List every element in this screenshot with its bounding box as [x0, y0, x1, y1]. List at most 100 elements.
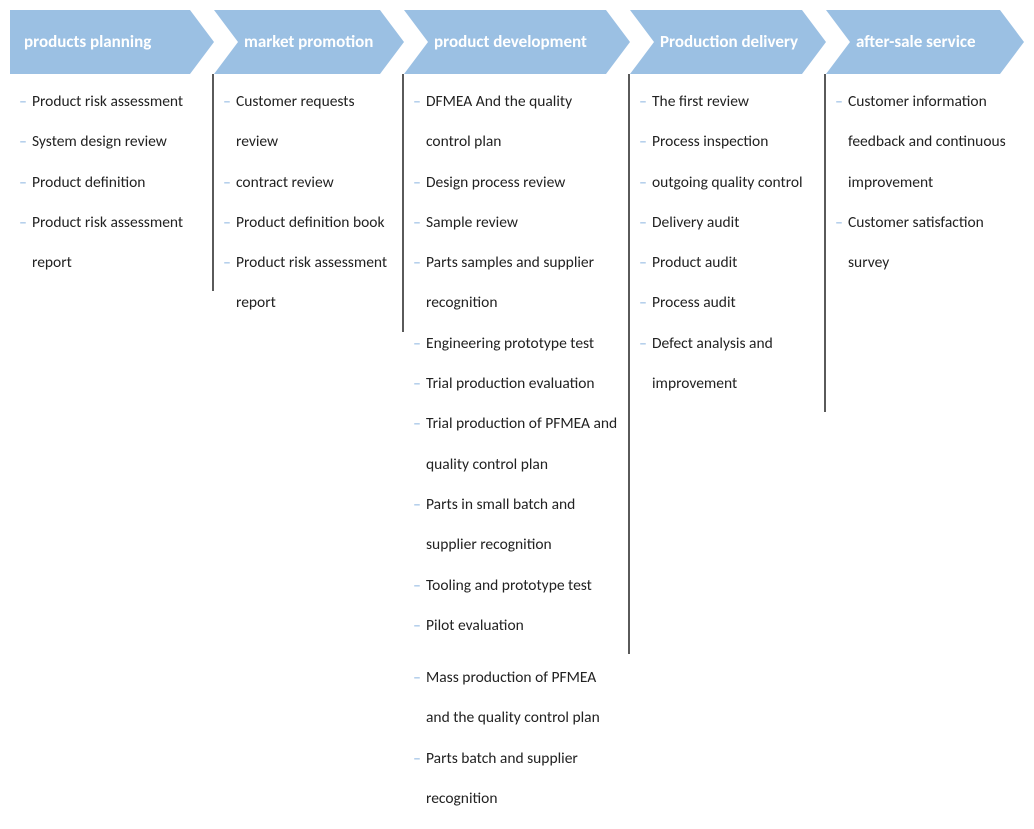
stage-header-market-promotion: market promotion	[214, 10, 404, 74]
stage-header-product-development: product development	[404, 10, 630, 74]
list-item: –Trial production of PFMEA and quality c…	[408, 404, 622, 485]
stage-items-after-sale-service: –Customer information feedback and conti…	[826, 74, 1024, 291]
list-item: –contract review	[218, 163, 396, 203]
item-text: Customer satisfaction survey	[848, 203, 1016, 284]
stage-items-products-planning: –Product risk assessment–System design r…	[10, 74, 214, 291]
bullet-dash-icon: –	[408, 566, 426, 606]
item-text: Product definition book	[236, 203, 394, 243]
list-item: –DFMEA And the quality control plan	[408, 82, 622, 163]
stage-header-production-delivery: Production delivery	[630, 10, 826, 74]
stage-title: products planning	[24, 32, 151, 52]
bullet-dash-icon: –	[408, 658, 426, 698]
stage-title: after-sale service	[856, 32, 976, 52]
list-item: –Customer requests review	[218, 82, 396, 163]
list-item: –Customer satisfaction survey	[830, 203, 1018, 284]
bullet-dash-icon: –	[14, 203, 32, 243]
bullet-dash-icon: –	[218, 82, 236, 122]
list-item: –Design process review	[408, 163, 622, 203]
bullet-dash-icon: –	[14, 122, 32, 162]
item-text: Trial production evaluation	[426, 364, 620, 404]
bullet-dash-icon: –	[634, 122, 652, 162]
item-text: Product audit	[652, 243, 816, 283]
stage-items-market-promotion: –Customer requests review–contract revie…	[214, 74, 404, 332]
bullet-dash-icon: –	[408, 404, 426, 444]
bullet-dash-icon: –	[218, 203, 236, 243]
bullet-dash-icon: –	[218, 163, 236, 203]
item-text: Engineering prototype test	[426, 324, 620, 364]
column-after-sale-service: after-sale service –Customer information …	[826, 10, 1024, 291]
stage-items-production-delivery: –The first review–Process inspection–out…	[630, 74, 826, 412]
bullet-dash-icon: –	[634, 324, 652, 364]
bullet-dash-icon: –	[408, 324, 426, 364]
item-text: System design review	[32, 122, 204, 162]
item-text: Pilot evaluation	[426, 606, 620, 646]
bullet-dash-icon: –	[14, 163, 32, 203]
bullet-dash-icon: –	[408, 243, 426, 283]
bullet-dash-icon: –	[830, 203, 848, 243]
item-text: Process inspection	[652, 122, 816, 162]
process-flow-container: products planning–Product risk assessmen…	[10, 10, 1024, 819]
bullet-dash-icon: –	[14, 82, 32, 122]
item-text: Tooling and prototype test	[426, 566, 620, 606]
bullet-dash-icon: –	[830, 82, 848, 122]
list-item: –Defect analysis and improvement	[634, 324, 818, 405]
column-market-promotion: market promotion–Customer requests revie…	[214, 10, 404, 332]
item-text: Customer requests review	[236, 82, 394, 163]
stage-overflow-product-development: –Mass production of PFMEA and the qualit…	[404, 654, 630, 819]
list-item: –Product risk assessment report	[14, 203, 206, 284]
item-text: Parts batch and supplier recognition	[426, 739, 622, 820]
stage-title: market promotion	[244, 32, 373, 52]
column-product-development: product development–DFMEA And the qualit…	[404, 10, 630, 819]
list-item: –Process audit	[634, 283, 818, 323]
list-item: –Pilot evaluation	[408, 606, 622, 646]
bullet-dash-icon: –	[634, 283, 652, 323]
item-text: Process audit	[652, 283, 816, 323]
item-text: Product risk assessment report	[32, 203, 204, 284]
list-item: –Trial production evaluation	[408, 364, 622, 404]
bullet-dash-icon: –	[408, 485, 426, 525]
item-text: Sample review	[426, 203, 620, 243]
list-item: –Parts samples and supplier recognition	[408, 243, 622, 324]
item-text: Defect analysis and improvement	[652, 324, 816, 405]
bullet-dash-icon: –	[408, 364, 426, 404]
list-item: –Product risk assessment report	[218, 243, 396, 324]
bullet-dash-icon: –	[634, 163, 652, 203]
list-item: –The first review	[634, 82, 818, 122]
list-item: –Product risk assessment	[14, 82, 206, 122]
column-production-delivery: Production delivery–The first review–Pro…	[630, 10, 826, 412]
item-text: Design process review	[426, 163, 620, 203]
item-text: Mass production of PFMEA and the quality…	[426, 658, 622, 739]
item-text: The first review	[652, 82, 816, 122]
list-item: –Parts in small batch and supplier recog…	[408, 485, 622, 566]
stage-title: Production delivery	[660, 32, 798, 52]
list-item: –Engineering prototype test	[408, 324, 622, 364]
item-text: Parts in small batch and supplier recogn…	[426, 485, 620, 566]
list-item: –Process inspection	[634, 122, 818, 162]
stage-items-product-development: –DFMEA And the quality control plan–Desi…	[404, 74, 630, 654]
item-text: Delivery audit	[652, 203, 816, 243]
item-text: Product risk assessment	[32, 82, 204, 122]
list-item: –Delivery audit	[634, 203, 818, 243]
bullet-dash-icon: –	[634, 243, 652, 283]
stage-header-after-sale-service: after-sale service	[826, 10, 1024, 74]
item-text: Product definition	[32, 163, 204, 203]
list-item: –Product definition book	[218, 203, 396, 243]
list-item: –Mass production of PFMEA and the qualit…	[408, 658, 624, 739]
list-item: –Product audit	[634, 243, 818, 283]
stage-header-products-planning: products planning	[10, 10, 214, 74]
list-item: –Tooling and prototype test	[408, 566, 622, 606]
item-text: Trial production of PFMEA and quality co…	[426, 404, 620, 485]
list-item: –Sample review	[408, 203, 622, 243]
list-item: –System design review	[14, 122, 206, 162]
item-text: DFMEA And the quality control plan	[426, 82, 620, 163]
list-item: –Product definition	[14, 163, 206, 203]
item-text: Product risk assessment report	[236, 243, 394, 324]
bullet-dash-icon: –	[408, 739, 426, 779]
column-products-planning: products planning–Product risk assessmen…	[10, 10, 214, 291]
stage-title: product development	[434, 32, 587, 52]
item-text: Customer information feedback and contin…	[848, 82, 1016, 203]
bullet-dash-icon: –	[634, 203, 652, 243]
list-item: –outgoing quality control	[634, 163, 818, 203]
item-text: outgoing quality control	[652, 163, 816, 203]
bullet-dash-icon: –	[218, 243, 236, 283]
